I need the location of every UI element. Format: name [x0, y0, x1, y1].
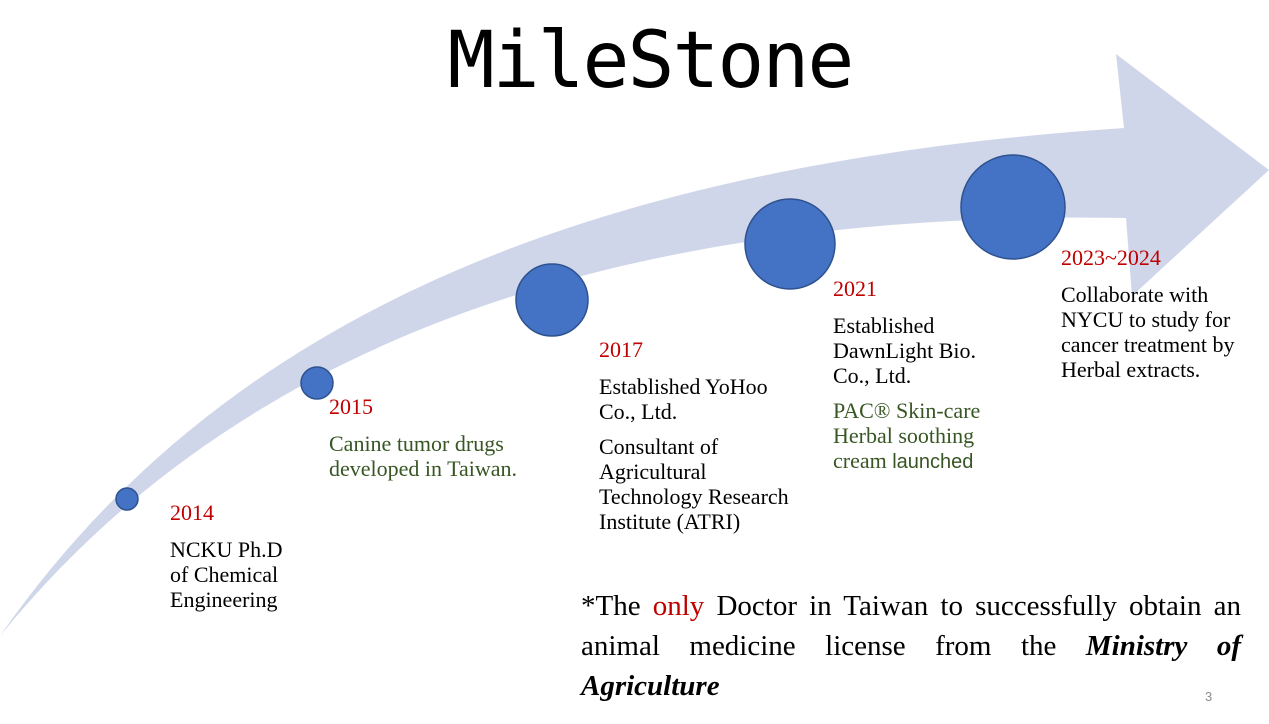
milestone-text: Established DawnLight Bio. Co., Ltd.: [833, 313, 976, 388]
milestone-2017: 2017 Established YoHoo Co., Ltd. Consult…: [599, 337, 799, 534]
milestone-text-part: launched: [892, 451, 974, 473]
milestone-text-line: of Chemical: [170, 562, 279, 587]
milestone-text-part: PAC® Skin-care Herbal soothing cream: [833, 398, 981, 473]
milestone-2014: 2014 NCKU Ph.D of Chemical Engineering: [170, 500, 350, 612]
footnote-middle: Doctor in Taiwan to successfully obtain …: [581, 590, 1241, 662]
milestone-dot-2014: [115, 487, 139, 511]
milestone-text-green: PAC® Skin-care Herbal soothing cream lau…: [833, 398, 1018, 475]
milestone-text: Canine tumor drugs developed in Taiwan.: [329, 431, 518, 481]
milestone-dot-2021: [744, 198, 836, 290]
milestone-text: Consultant of Agricultural Technology Re…: [599, 434, 789, 534]
milestone-dot-2015: [300, 366, 334, 400]
milestone-text: Collaborate with NYCU to study for cance…: [1061, 282, 1235, 382]
milestone-year: 2014: [170, 500, 214, 525]
milestone-year: 2023~2024: [1061, 245, 1161, 270]
arrow-shape: [0, 54, 1269, 636]
milestone-2023-2024: 2023~2024 Collaborate with NYCU to study…: [1061, 245, 1261, 382]
milestone-year: 2015: [329, 394, 373, 419]
milestone-year: 2017: [599, 337, 643, 362]
footnote-emphasis: Ministry of Agriculture: [581, 630, 1242, 702]
milestone-2021: 2021 Established DawnLight Bio. Co., Ltd…: [833, 276, 1018, 475]
page-number: 3: [1205, 689, 1213, 704]
milestone-text: Established YoHoo Co., Ltd.: [599, 374, 768, 424]
milestone-year: 2021: [833, 276, 877, 301]
footnote-highlight: only: [652, 590, 705, 622]
footnote-prefix: *The: [581, 590, 653, 622]
milestone-dot-2023: [960, 154, 1066, 260]
milestone-text-line: NCKU Ph.D: [170, 537, 283, 562]
milestone-2015: 2015 Canine tumor drugs developed in Tai…: [329, 394, 569, 481]
milestone-text-line: Engineering: [170, 587, 278, 612]
page-title: MileStone: [447, 16, 855, 106]
footnote: *The only Doctor in Taiwan to successful…: [581, 586, 1241, 706]
milestone-dot-2017: [515, 263, 589, 337]
